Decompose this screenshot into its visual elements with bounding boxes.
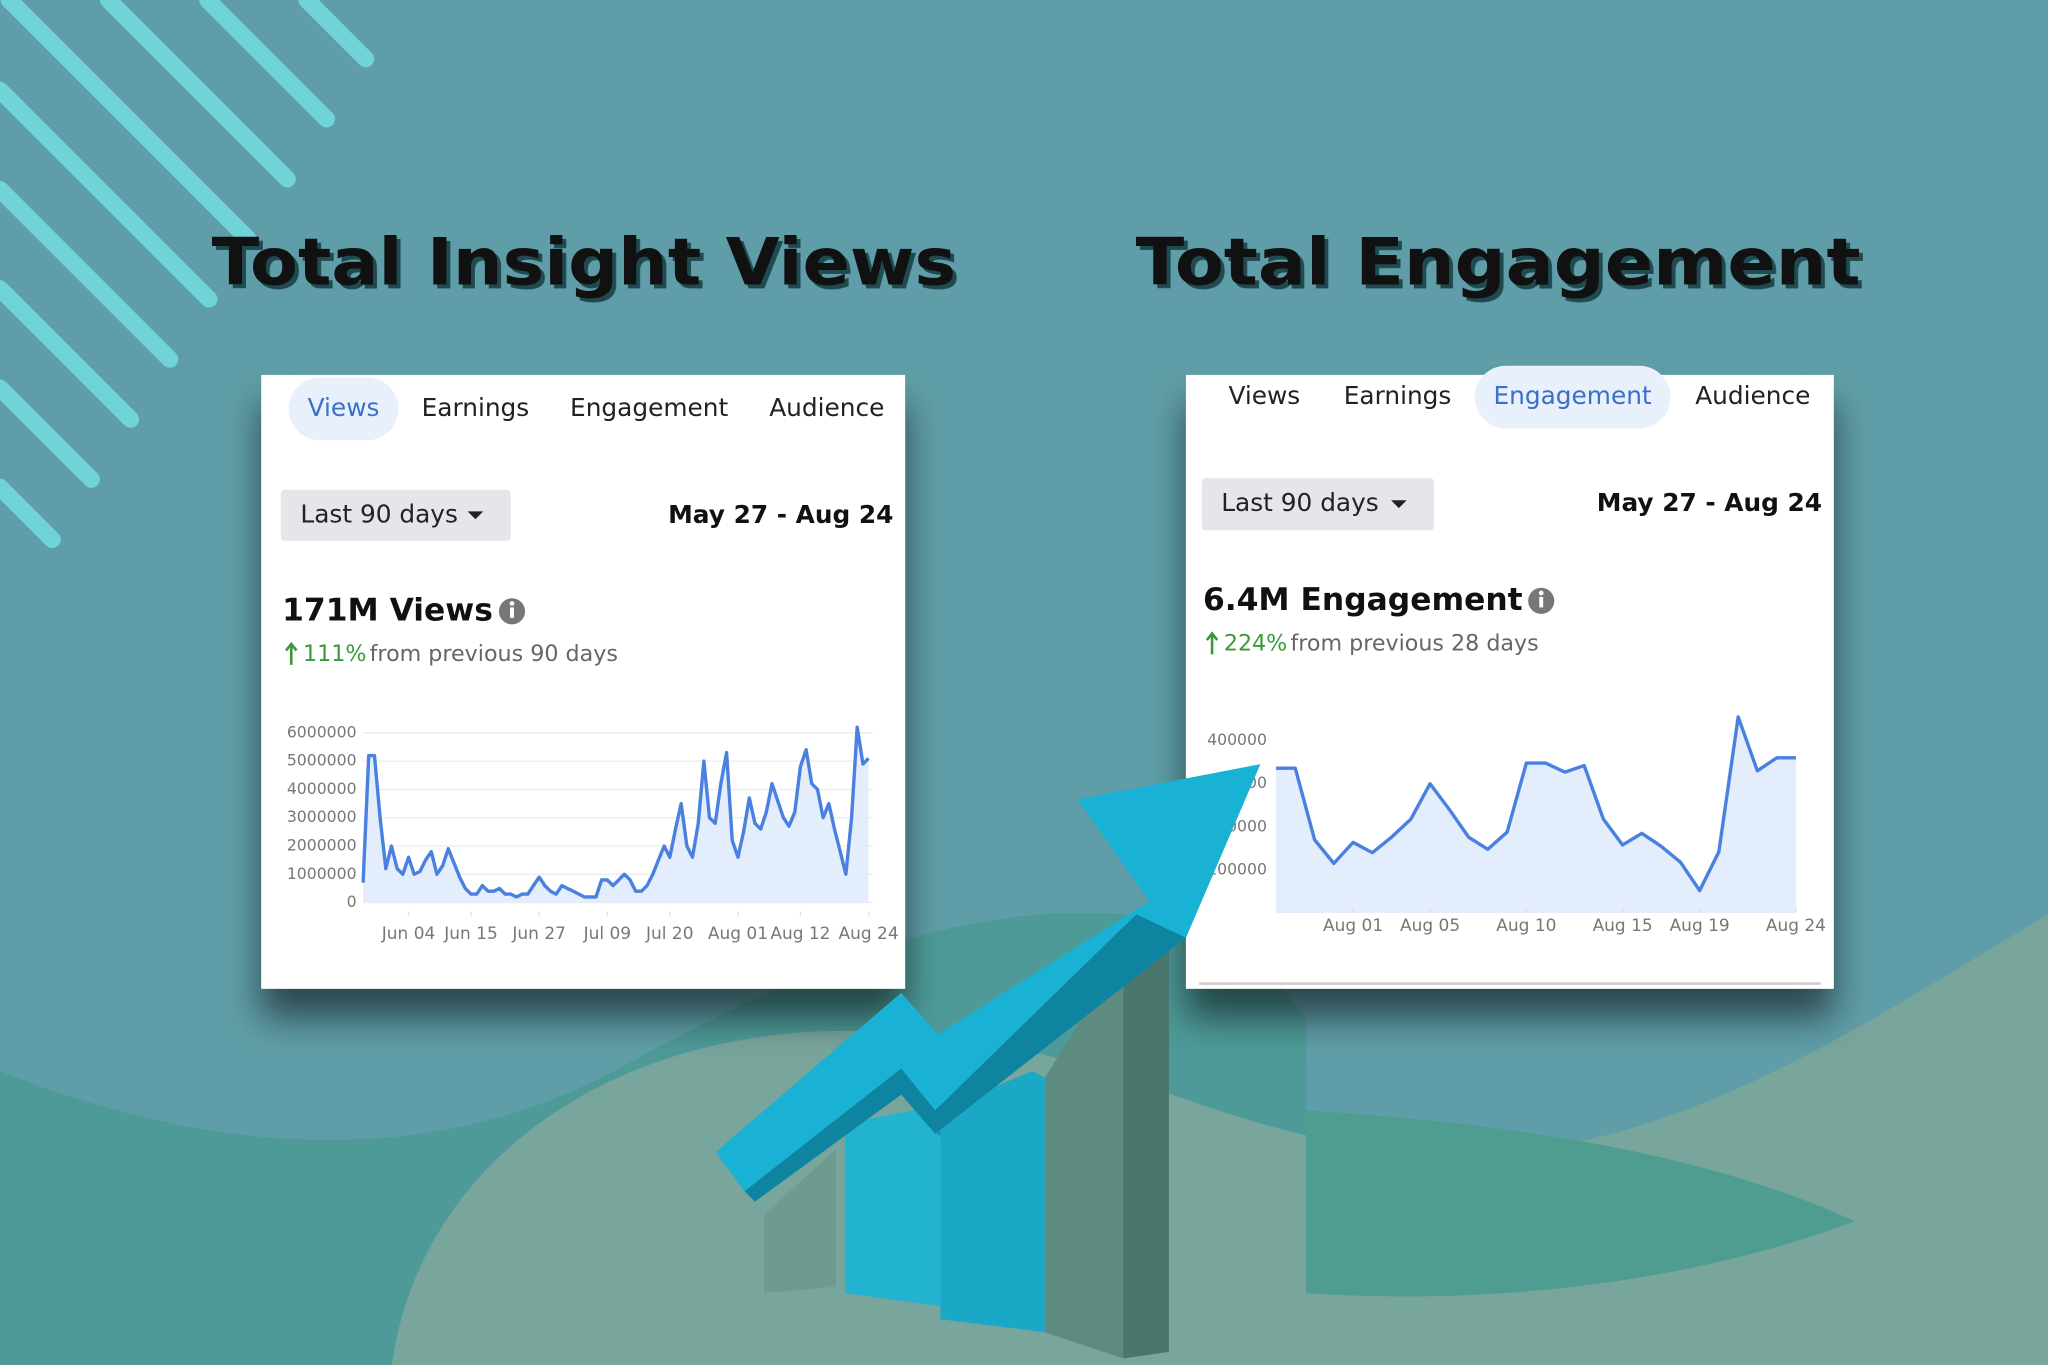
stripe (0, 180, 179, 368)
tab-pill (288, 377, 399, 441)
insights-card: Views Earnings Engagement Audience Last 90 d… (261, 374, 906, 989)
up-arrow (1205, 631, 1219, 655)
x-tick-label: Aug 24 (1766, 916, 1826, 936)
x-tick-label: Aug 19 (1670, 916, 1730, 936)
range-button[interactable] (1201, 478, 1435, 531)
area (363, 727, 869, 903)
stripe (0, 379, 100, 488)
tab-pill (1474, 365, 1671, 429)
heading: Total Engagement (1136, 225, 1861, 301)
line (1276, 715, 1796, 893)
y-tick-label: 0 (347, 892, 357, 911)
tab[interactable]: Engagement (570, 393, 728, 422)
stripe (99, 0, 296, 188)
range-label: Last 90 days (300, 499, 458, 528)
x-tick-label: Jun 27 (511, 924, 566, 944)
x-tick-label: Aug 05 (1400, 916, 1460, 936)
range-button[interactable] (280, 489, 511, 541)
date-range: May 27 - Aug 24 (1597, 488, 1822, 517)
insights-card: Views Earnings Engagement Audience Last 90 d… (1185, 365, 1834, 989)
bar (845, 1110, 941, 1307)
x-tick-label: Aug 15 (1593, 916, 1653, 936)
y-tick-label: 6000000 (287, 722, 357, 741)
bar (764, 1149, 836, 1294)
y-tick-label: 2000000 (287, 835, 357, 854)
info-icon-dot (509, 601, 515, 606)
info-icon-mark (510, 607, 514, 618)
date-range: May 27 - Aug 24 (668, 500, 893, 529)
x-tick-label: Aug 24 (839, 924, 899, 944)
tab[interactable]: Engagement (1493, 381, 1651, 410)
x-tick-label: Jun 04 (381, 924, 436, 944)
x-tick-label: Aug 10 (1496, 916, 1556, 936)
y-tick-label: 5000000 (287, 751, 357, 770)
x-tick-label: Aug 01 (708, 924, 768, 944)
y-tick-label: 4000000 (287, 779, 357, 798)
y-tick-label: 400000 (1207, 730, 1267, 749)
metric: 171M Views (282, 592, 493, 628)
bar-side (1123, 940, 1169, 1359)
change-text: from previous 28 days (1290, 630, 1538, 656)
bar (940, 1071, 1045, 1333)
tab[interactable]: Views (308, 393, 380, 422)
tab[interactable]: Audience (1695, 381, 1810, 410)
change: 111% (303, 641, 366, 667)
metric: 6.4M Engagement (1203, 582, 1523, 618)
caret (1391, 500, 1407, 509)
panels: Total Insight Views Views Earnings Engageme… (212, 225, 1861, 989)
stripe (199, 0, 336, 128)
y-tick-label: 100000 (1207, 859, 1267, 878)
arrow (715, 764, 1261, 1192)
tab[interactable]: Earnings (1344, 381, 1452, 410)
arrow-side (744, 914, 1186, 1202)
up-arrow (285, 641, 298, 665)
stripes (0, 0, 375, 548)
stripe (0, 280, 140, 428)
growth-graphic (715, 764, 1261, 1359)
range-label: Last 90 days (1221, 488, 1379, 517)
stripe (0, 0, 257, 248)
wave (1306, 1110, 1855, 1297)
x-tick-label: Jul 20 (645, 924, 693, 944)
y-tick-label: 3000000 (287, 807, 357, 826)
caret (467, 511, 484, 520)
change-text: from previous 90 days (370, 641, 618, 667)
tab[interactable]: Audience (769, 393, 884, 422)
line (361, 725, 870, 899)
info-icon-mark (1539, 596, 1544, 608)
stripe (0, 81, 218, 308)
y-tick-label: 1000000 (287, 864, 357, 883)
heading: Total Insight Views (212, 225, 956, 301)
x-tick-label: Jun 15 (443, 924, 498, 944)
stripe (0, 478, 61, 548)
x-tick-label: Jul 09 (583, 924, 631, 944)
info-icon-dot (1538, 590, 1544, 596)
tab[interactable]: Earnings (422, 393, 530, 422)
change: 224% (1224, 630, 1287, 656)
x-tick-label: Aug 12 (770, 924, 830, 944)
stripe (298, 0, 375, 68)
chart: 0 1000000 2000000 3000000 4000000 5000000 6000… (287, 722, 899, 944)
area (1276, 716, 1796, 914)
x-tick-label: Aug 01 (1323, 916, 1383, 936)
tab[interactable]: Views (1228, 381, 1300, 410)
